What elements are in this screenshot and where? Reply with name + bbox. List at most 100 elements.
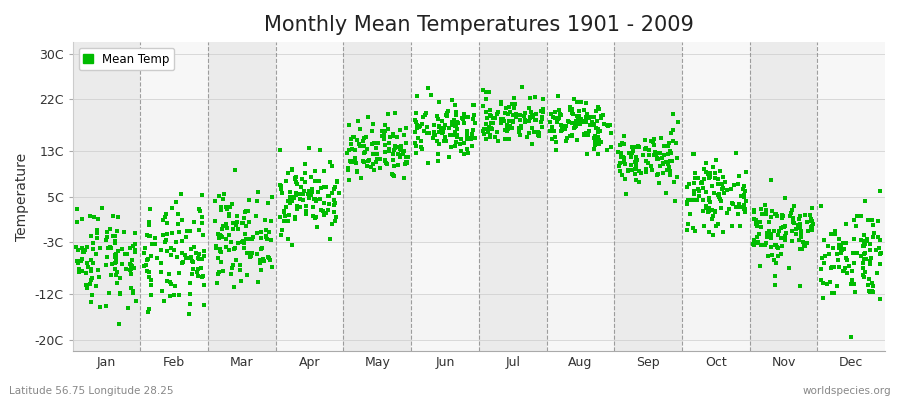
Point xyxy=(767,228,781,235)
Point xyxy=(264,218,278,224)
Point xyxy=(616,156,631,163)
Point xyxy=(399,125,413,132)
Point xyxy=(274,232,288,238)
Point xyxy=(89,251,104,258)
Point xyxy=(128,247,142,253)
Point xyxy=(435,130,449,136)
Point xyxy=(695,179,709,185)
Point xyxy=(738,205,752,212)
Point xyxy=(820,281,834,288)
Point xyxy=(532,133,546,139)
Point xyxy=(481,129,495,135)
Point xyxy=(449,119,464,125)
Point xyxy=(865,280,879,287)
Point xyxy=(639,158,653,164)
Point xyxy=(379,160,393,166)
Point xyxy=(861,287,876,294)
Point xyxy=(806,221,821,227)
Point xyxy=(800,228,814,234)
Point xyxy=(259,236,274,243)
Point xyxy=(685,197,699,203)
Point xyxy=(523,113,537,120)
Point xyxy=(414,138,428,144)
Point xyxy=(464,143,479,150)
Point xyxy=(80,244,94,250)
Point xyxy=(84,299,98,305)
Point xyxy=(290,190,304,197)
Point xyxy=(290,206,304,212)
Point xyxy=(769,242,783,249)
Point xyxy=(124,266,139,272)
Point xyxy=(728,150,742,156)
Point xyxy=(482,124,497,130)
Point xyxy=(87,214,102,221)
Point xyxy=(648,149,662,155)
Point xyxy=(179,254,194,261)
Point xyxy=(257,258,272,264)
Point xyxy=(299,203,313,209)
Point xyxy=(589,125,603,132)
Point xyxy=(385,171,400,177)
Point xyxy=(227,246,241,252)
Point xyxy=(719,210,733,216)
Point xyxy=(476,87,491,93)
Point xyxy=(688,175,703,182)
Point xyxy=(737,192,751,198)
Point xyxy=(716,229,731,235)
Point xyxy=(438,133,453,140)
Point xyxy=(486,115,500,121)
Point xyxy=(680,226,694,233)
Point xyxy=(289,174,303,180)
Point xyxy=(587,114,601,120)
Point xyxy=(171,211,185,218)
Point xyxy=(342,147,356,153)
Point xyxy=(308,196,322,202)
Point xyxy=(627,166,642,172)
Point xyxy=(307,196,321,202)
Point xyxy=(220,225,234,232)
Point xyxy=(353,143,367,149)
Point xyxy=(302,145,316,152)
Point xyxy=(71,269,86,275)
Point xyxy=(274,183,288,189)
Point xyxy=(215,222,230,229)
Point xyxy=(556,124,571,131)
Point xyxy=(714,168,728,174)
Point xyxy=(712,194,726,200)
Point xyxy=(493,116,508,122)
Point xyxy=(163,278,177,285)
Point xyxy=(532,130,546,136)
Point xyxy=(456,111,471,117)
Point xyxy=(551,116,565,122)
Point xyxy=(638,166,652,172)
Point xyxy=(362,157,376,163)
Point xyxy=(688,197,702,203)
Point xyxy=(168,198,183,205)
Point xyxy=(241,218,256,225)
Point xyxy=(317,168,331,174)
Point xyxy=(647,151,662,158)
Point xyxy=(590,126,605,132)
Point xyxy=(108,253,122,260)
Point xyxy=(157,298,171,304)
Point xyxy=(736,193,751,200)
Point xyxy=(650,172,664,178)
Point xyxy=(654,155,669,161)
Point xyxy=(236,220,250,226)
Point xyxy=(804,218,818,224)
Point xyxy=(239,208,254,214)
Point xyxy=(526,114,540,120)
Point xyxy=(224,270,238,277)
Point xyxy=(440,110,454,116)
Legend: Mean Temp: Mean Temp xyxy=(78,48,175,70)
Point xyxy=(371,140,385,146)
Point xyxy=(662,172,677,178)
Point xyxy=(567,125,581,131)
Point xyxy=(381,111,395,118)
Point xyxy=(567,96,581,102)
Point xyxy=(160,248,175,254)
Point xyxy=(865,288,879,294)
Point xyxy=(692,187,706,194)
Point xyxy=(746,240,760,247)
Point xyxy=(410,93,424,100)
